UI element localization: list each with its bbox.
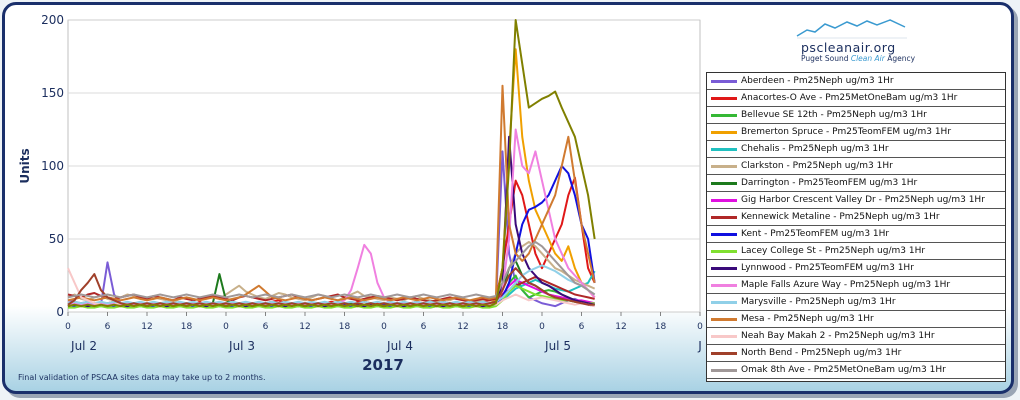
x-tick-label: 12 xyxy=(615,322,626,332)
legend-swatch xyxy=(711,300,737,304)
legend-item[interactable]: Clarkston - Pm25Neph ug/m3 1Hr xyxy=(707,158,1005,175)
legend-item[interactable]: Bellevue SE 12th - Pm25Neph ug/m3 1Hr xyxy=(707,107,1005,124)
legend-label: Gig Harbor Crescent Valley Dr - Pm25Neph… xyxy=(741,195,985,205)
series-line xyxy=(67,240,596,299)
x-tick-label: 12 xyxy=(457,322,468,332)
legend-swatch xyxy=(711,147,737,151)
x-tick-label: 18 xyxy=(181,322,193,332)
legend-swatch xyxy=(711,249,737,253)
legend-swatch xyxy=(711,215,737,219)
series-line xyxy=(67,19,596,308)
legend-swatch xyxy=(711,113,737,117)
x-tick-label: 6 xyxy=(421,322,427,332)
x-tick-label: 18 xyxy=(655,322,667,332)
legend-label: Darrington - Pm25TeomFEM ug/m3 1Hr xyxy=(741,178,918,188)
legend-label: Maple Falls Azure Way - Pm25Neph ug/m3 1… xyxy=(741,280,951,290)
x-tick-label: 6 xyxy=(105,322,111,332)
legend-swatch xyxy=(711,198,737,202)
legend-item[interactable]: Lynnwood - Pm25TeomFEM ug/m3 1Hr xyxy=(707,260,1005,277)
x-tick-label: 0 xyxy=(65,322,71,332)
legend-item[interactable]: Kennewick Metaline - Pm25Neph ug/m3 1Hr xyxy=(707,209,1005,226)
legend-item[interactable]: North Bend - Pm25Neph ug/m3 1Hr xyxy=(707,345,1005,362)
legend-item[interactable]: Neah Bay Makah 2 - Pm25Neph ug/m3 1Hr xyxy=(707,328,1005,345)
x-tick-label: 0 xyxy=(697,322,703,332)
legend-swatch xyxy=(711,96,737,100)
legend-swatch xyxy=(711,368,737,372)
logo-subtext: Puget Sound Clean Air Agency xyxy=(801,54,916,63)
x-tick-label: 18 xyxy=(497,322,509,332)
pscleanair-logo[interactable]: pscleanair.org Puget Sound Clean Air Age… xyxy=(795,18,915,66)
legend-item[interactable]: Anacortes-O Ave - Pm25MetOneBam ug/m3 1H… xyxy=(707,90,1005,107)
y-tick-label: 50 xyxy=(49,232,64,246)
legend-item[interactable]: Darrington - Pm25TeomFEM ug/m3 1Hr xyxy=(707,175,1005,192)
legend-swatch xyxy=(711,351,737,355)
legend-swatch xyxy=(711,130,737,134)
y-tick-label: 100 xyxy=(41,159,64,173)
y-tick-label: 0 xyxy=(56,305,64,319)
legend-item[interactable]: Bremerton Spruce - Pm25TeomFEM ug/m3 1Hr xyxy=(707,124,1005,141)
x-axis-title: 2017 xyxy=(362,356,404,374)
legend-label: Lynnwood - Pm25TeomFEM ug/m3 1Hr xyxy=(741,263,914,273)
legend-label: Bremerton Spruce - Pm25TeomFEM ug/m3 1Hr xyxy=(741,127,952,137)
chart-svg: 0 50 100 150 200 0 6 12 18 0 6 12 18 0 6 12 18 0 6 12 18 0 Jul… xyxy=(18,13,703,374)
x-tick-label: 0 xyxy=(223,322,229,332)
legend-item[interactable]: Kent - Pm25TeomFEM ug/m3 1Hr xyxy=(707,226,1005,243)
legend-label: Aberdeen - Pm25Neph ug/m3 1Hr xyxy=(741,76,894,86)
mountain-logo-icon xyxy=(796,19,907,39)
legend-label: Marysville - Pm25Neph ug/m3 1Hr xyxy=(741,297,896,307)
y-axis-title: Units xyxy=(18,148,32,183)
x-day-label: Jul 4 xyxy=(386,339,413,353)
x-day-label: Jul 3 xyxy=(228,339,255,353)
series-line xyxy=(67,84,596,302)
legend-item[interactable]: Gig Harbor Crescent Valley Dr - Pm25Neph… xyxy=(707,192,1005,209)
legend-swatch xyxy=(711,181,737,185)
legend-label: Neah Bay Makah 2 - Pm25Neph ug/m3 1Hr xyxy=(741,331,935,341)
x-day-label: Jul 2 xyxy=(70,339,97,353)
legend-item[interactable]: Omak 8th Ave - Pm25MetOneBam ug/m3 1Hr xyxy=(707,362,1005,379)
x-tick-label: 0 xyxy=(381,322,387,332)
y-tick-label: 150 xyxy=(41,86,64,100)
x-tick-label: 0 xyxy=(539,322,545,332)
legend-item[interactable]: Maple Falls Azure Way - Pm25Neph ug/m3 1… xyxy=(707,277,1005,294)
legend-item[interactable]: Marysville - Pm25Neph ug/m3 1Hr xyxy=(707,294,1005,311)
y-tick-label: 200 xyxy=(41,13,64,27)
legend-label: Kent - Pm25TeomFEM ug/m3 1Hr xyxy=(741,229,890,239)
x-tick-label: 6 xyxy=(263,322,269,332)
legend-label: Omak 8th Ave - Pm25MetOneBam ug/m3 1Hr xyxy=(741,365,946,375)
x-day-label: J xyxy=(697,339,702,353)
legend-item[interactable]: Lacey College St - Pm25Neph ug/m3 1Hr xyxy=(707,243,1005,260)
legend-label: Mesa - Pm25Neph ug/m3 1Hr xyxy=(741,314,874,324)
legend-label: Chehalis - Pm25Neph ug/m3 1Hr xyxy=(741,144,889,154)
x-tick-label: 18 xyxy=(339,322,351,332)
legend-swatch xyxy=(711,266,737,270)
legend-label: Kennewick Metaline - Pm25Neph ug/m3 1Hr xyxy=(741,212,940,222)
chart-legend: Aberdeen - Pm25Neph ug/m3 1Hr Anacortes-O… xyxy=(706,72,1006,382)
legend-swatch xyxy=(711,79,737,83)
x-tick-label: 12 xyxy=(299,322,310,332)
legend-item[interactable]: Chehalis - Pm25Neph ug/m3 1Hr xyxy=(707,141,1005,158)
logo-text: pscleanair.org xyxy=(801,40,896,55)
footer-note: Final validation of PSCAA sites data may… xyxy=(18,373,266,382)
legend-swatch xyxy=(711,164,737,168)
legend-item[interactable]: Aberdeen - Pm25Neph ug/m3 1Hr xyxy=(707,73,1005,90)
legend-swatch xyxy=(711,317,737,321)
legend-label: North Bend - Pm25Neph ug/m3 1Hr xyxy=(741,348,902,358)
legend-item[interactable]: Mesa - Pm25Neph ug/m3 1Hr xyxy=(707,311,1005,328)
legend-label: Anacortes-O Ave - Pm25MetOneBam ug/m3 1H… xyxy=(741,93,958,103)
x-tick-label: 12 xyxy=(141,322,152,332)
x-tick-label: 6 xyxy=(579,322,585,332)
legend-swatch xyxy=(711,334,737,338)
legend-swatch xyxy=(711,232,737,236)
legend-swatch xyxy=(711,283,737,287)
legend-label: Clarkston - Pm25Neph ug/m3 1Hr xyxy=(741,161,893,171)
legend-label: Lacey College St - Pm25Neph ug/m3 1Hr xyxy=(741,246,926,256)
series-line xyxy=(68,284,595,309)
x-day-label: Jul 5 xyxy=(544,339,571,353)
legend-label: Bellevue SE 12th - Pm25Neph ug/m3 1Hr xyxy=(741,110,927,120)
